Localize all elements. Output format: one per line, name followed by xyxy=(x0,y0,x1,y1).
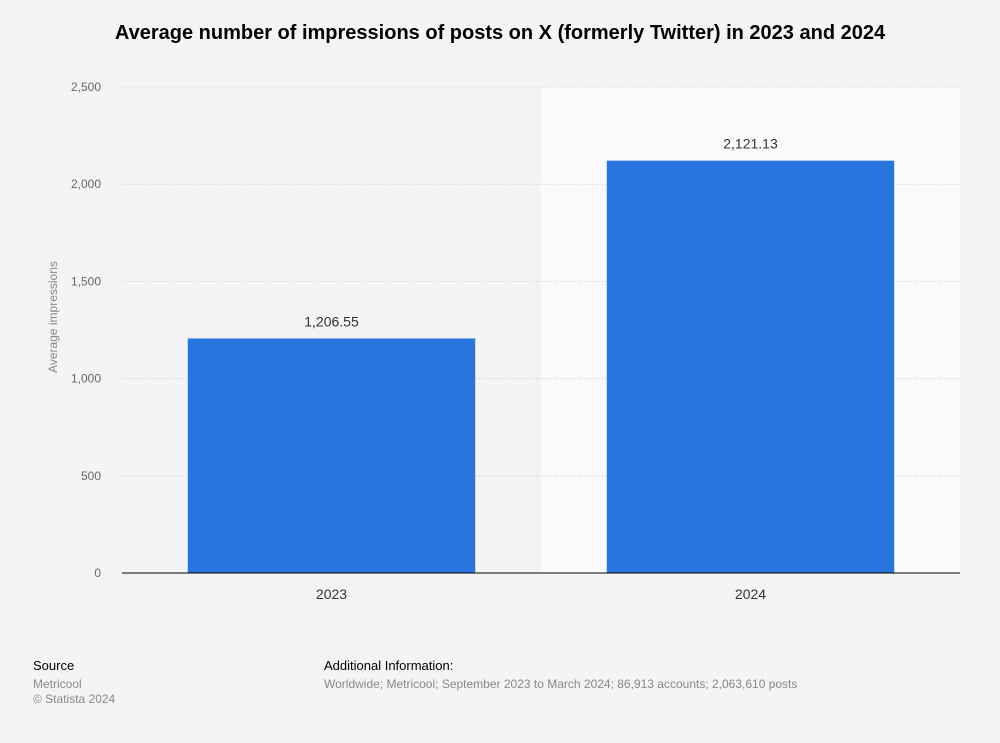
bar-chart: 0 500 1,000 1,500 2,000 2,500 1,206.55 2,121.1… xyxy=(46,80,960,602)
y-tick-label: 1,500 xyxy=(71,274,101,288)
source-heading: Source xyxy=(33,658,75,673)
bar-2024[interactable] xyxy=(606,160,895,573)
additional-info-heading: Additional Information: xyxy=(324,658,454,673)
y-tick-label: 500 xyxy=(81,469,101,483)
y-tick-label: 0 xyxy=(94,566,101,580)
source-name: Metricool xyxy=(33,677,82,691)
y-tick-label: 2,500 xyxy=(71,80,101,94)
additional-info-block: Additional Information: Worldwide; Metri… xyxy=(324,658,797,692)
data-label-2023: 1,206.55 xyxy=(304,313,359,329)
copyright-text: © Statista 2024 xyxy=(33,692,116,706)
y-tick-label: 1,000 xyxy=(71,372,101,386)
chart-title: Average number of impressions of posts o… xyxy=(114,22,886,44)
y-axis-ticks: 0 500 1,000 1,500 2,000 2,500 xyxy=(71,80,101,580)
x-tick-label-2024: 2024 xyxy=(735,586,766,602)
bar-2023[interactable] xyxy=(187,338,476,573)
bars: 1,206.55 2,121.13 xyxy=(187,136,895,573)
y-axis-label: Average impressions xyxy=(46,261,60,373)
additional-info-text: Worldwide; Metricool; September 2023 to … xyxy=(324,677,798,691)
data-label-2024: 2,121.13 xyxy=(723,136,778,152)
source-block: Source Metricool © Statista 2024 xyxy=(33,658,115,707)
x-axis-ticks: 2023 2024 xyxy=(316,586,766,602)
y-tick-label: 2,000 xyxy=(71,177,101,191)
x-tick-label-2023: 2023 xyxy=(316,586,347,602)
